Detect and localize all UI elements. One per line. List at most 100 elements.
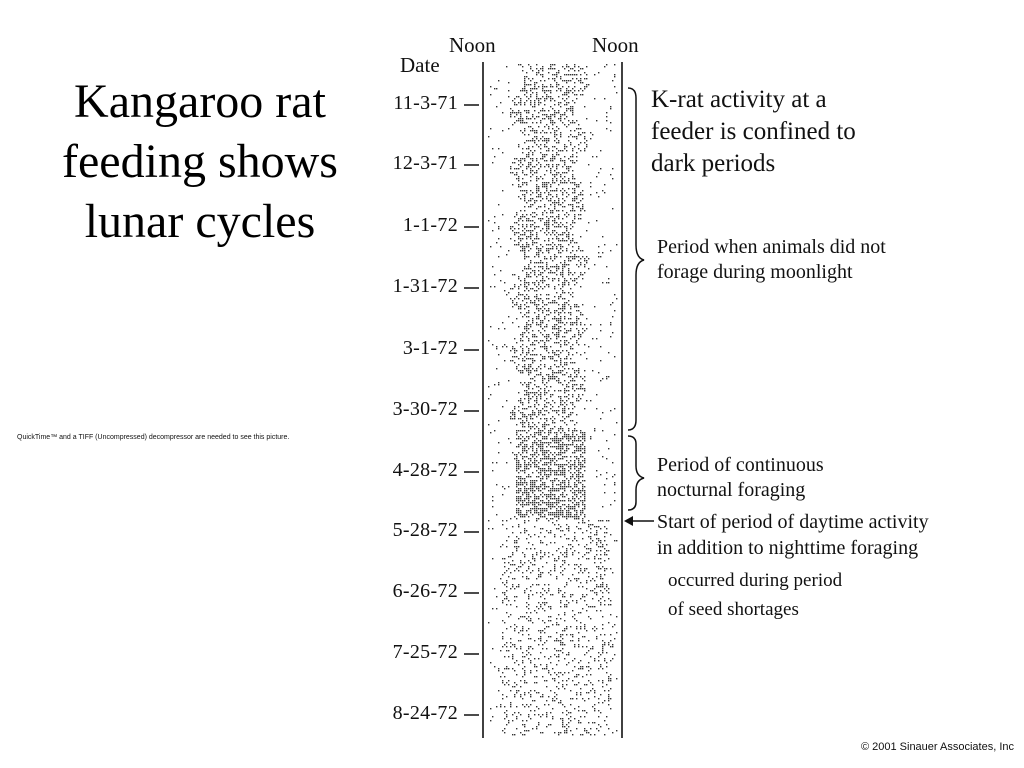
activity-dot — [524, 78, 526, 80]
activity-dot — [526, 92, 528, 94]
activity-dot — [516, 112, 518, 114]
activity-dot — [522, 170, 524, 172]
activity-dot — [494, 274, 496, 276]
activity-dot — [590, 138, 592, 140]
activity-dot — [572, 488, 574, 490]
activity-dot — [530, 392, 532, 394]
activity-dot — [580, 134, 582, 136]
activity-dot — [574, 518, 576, 520]
activity-dot — [574, 538, 576, 540]
activity-dot — [580, 80, 582, 82]
activity-dot — [562, 472, 564, 474]
activity-dot — [550, 636, 552, 638]
activity-dot — [548, 412, 550, 414]
activity-dot — [530, 618, 532, 620]
activity-dot — [562, 264, 564, 266]
activity-dot — [560, 426, 562, 428]
activity-dot — [550, 190, 552, 192]
activity-dot — [532, 282, 534, 284]
activity-dot — [562, 546, 564, 548]
activity-dot — [562, 530, 564, 532]
activity-dot — [552, 156, 554, 158]
activity-dot — [536, 232, 538, 234]
activity-dot — [598, 568, 600, 570]
activity-dot — [578, 388, 580, 390]
activity-dot — [550, 490, 552, 492]
activity-dot — [548, 532, 550, 534]
activity-dot — [530, 476, 532, 478]
activity-dot — [598, 730, 600, 732]
activity-dot — [542, 340, 544, 342]
activity-dot — [568, 80, 570, 82]
activity-dot — [576, 74, 578, 76]
activity-dot — [506, 716, 508, 718]
activity-dot — [556, 650, 558, 652]
activity-dot — [532, 508, 534, 510]
activity-dot — [548, 456, 550, 458]
activity-dot — [558, 438, 560, 440]
activity-dot — [560, 488, 562, 490]
activity-dot — [552, 514, 554, 516]
activity-dot — [534, 564, 536, 566]
activity-dot — [534, 436, 536, 438]
activity-dot — [574, 384, 576, 386]
activity-dot — [522, 502, 524, 504]
activity-dot — [562, 500, 564, 502]
activity-dot — [552, 446, 554, 448]
activity-dot — [514, 670, 516, 672]
activity-dot — [522, 152, 524, 154]
activity-dot — [544, 454, 546, 456]
activity-dot — [516, 462, 518, 464]
activity-dot — [506, 598, 508, 600]
activity-dot — [574, 256, 576, 258]
activity-dot — [512, 124, 514, 126]
activity-dot — [572, 354, 574, 356]
activity-dot — [552, 410, 554, 412]
activity-dot — [602, 236, 604, 238]
activity-dot — [530, 354, 532, 356]
activity-dot — [510, 238, 512, 240]
activity-dot — [542, 280, 544, 282]
activity-dot — [558, 334, 560, 336]
activity-dot — [542, 212, 544, 214]
activity-dot — [562, 486, 564, 488]
activity-dot — [536, 98, 538, 100]
activity-dot — [614, 434, 616, 436]
activity-dot — [564, 484, 566, 486]
activity-dot — [526, 112, 528, 114]
activity-dot — [540, 392, 542, 394]
activity-dot — [492, 148, 494, 150]
activity-dot — [534, 482, 536, 484]
activity-dot — [534, 290, 536, 292]
activity-dot — [608, 592, 610, 594]
activity-dot — [506, 294, 508, 296]
activity-dot — [578, 682, 580, 684]
activity-dot — [574, 162, 576, 164]
activity-dot — [560, 642, 562, 644]
activity-dot — [526, 230, 528, 232]
activity-dot — [500, 650, 502, 652]
activity-dot — [548, 490, 550, 492]
activity-dot — [510, 412, 512, 414]
activity-dot — [526, 100, 528, 102]
activity-dot — [548, 278, 550, 280]
activity-dot — [588, 222, 590, 224]
activity-dot — [574, 272, 576, 274]
activity-dot — [538, 282, 540, 284]
activity-dot — [526, 368, 528, 370]
activity-dot — [546, 336, 548, 338]
activity-dot — [556, 464, 558, 466]
activity-dot — [546, 502, 548, 504]
activity-dot — [556, 148, 558, 150]
activity-dot — [580, 324, 582, 326]
activity-dot — [540, 430, 542, 432]
activity-dot — [586, 84, 588, 86]
activity-dot — [568, 480, 570, 482]
activity-dot — [536, 402, 538, 404]
activity-dot — [538, 284, 540, 286]
activity-dot — [564, 552, 566, 554]
activity-dot — [554, 472, 556, 474]
activity-dot — [584, 88, 586, 90]
activity-dot — [542, 66, 544, 68]
activity-dot — [516, 104, 518, 106]
